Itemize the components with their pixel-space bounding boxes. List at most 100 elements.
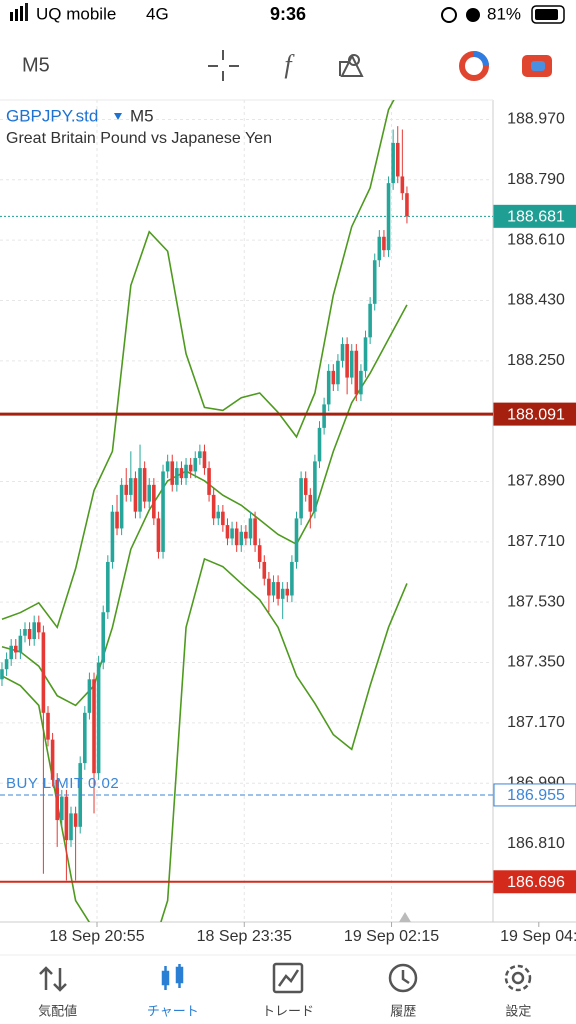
crosshair-button[interactable] xyxy=(208,50,239,81)
price-label-box xyxy=(493,204,576,228)
candle-body xyxy=(0,669,4,680)
candle-body xyxy=(129,478,133,495)
quotes-icon xyxy=(39,966,67,992)
candle-body xyxy=(156,518,161,552)
candle-body xyxy=(41,632,46,713)
plot-area xyxy=(0,100,409,922)
y-tick-label: 187.530 xyxy=(507,593,565,610)
carrier: UQ mobile xyxy=(36,4,116,23)
candle-body xyxy=(345,344,349,378)
candle-body xyxy=(193,458,198,472)
x-tick-label: 18 Sep 20:55 xyxy=(49,928,144,945)
candle-body xyxy=(92,679,96,774)
clock: 9:36 xyxy=(270,4,306,24)
nav-label[interactable]: 気配値 xyxy=(38,1003,77,1018)
y-tick-label: 187.710 xyxy=(507,533,565,550)
candle-body xyxy=(73,813,78,827)
candle-body xyxy=(340,344,345,361)
nav-label[interactable]: チャート xyxy=(147,1003,199,1018)
lock-icon xyxy=(441,7,457,23)
candle-body xyxy=(4,659,9,670)
candle-body xyxy=(9,645,13,660)
candle-body xyxy=(64,796,69,841)
price-label: 188.091 xyxy=(507,406,565,423)
candle-body xyxy=(372,260,377,304)
candle-body xyxy=(377,236,382,261)
candle-body xyxy=(211,494,216,519)
candle-body xyxy=(27,629,32,640)
candle-body xyxy=(267,578,271,596)
candle-body xyxy=(239,531,244,546)
candle-body xyxy=(142,468,147,502)
candle-body xyxy=(55,779,60,821)
candle-body xyxy=(225,525,230,539)
candle-body xyxy=(400,176,405,194)
candle-body xyxy=(280,588,285,599)
candle-body xyxy=(165,461,170,472)
nav-icons xyxy=(39,962,532,994)
timeframe-button[interactable]: M5 xyxy=(22,54,50,76)
candle-body xyxy=(36,622,41,633)
symbol[interactable]: GBPJPY.std xyxy=(6,106,98,125)
indicators-button[interactable]: f xyxy=(284,50,295,79)
candle-body xyxy=(294,518,299,562)
candle-body xyxy=(262,561,267,579)
candle-body xyxy=(303,478,308,495)
nav-label[interactable]: 設定 xyxy=(505,1003,531,1018)
candle-body xyxy=(326,370,331,405)
candle-body xyxy=(313,461,317,512)
candle-body xyxy=(253,518,257,546)
candle-body xyxy=(276,582,280,599)
band-line xyxy=(1,557,408,922)
candle-body xyxy=(248,518,253,539)
candle-body xyxy=(152,484,156,519)
status-bar: UQ mobile 4G 9:36 81% xyxy=(10,3,565,24)
candle-body xyxy=(175,468,179,485)
candle-body xyxy=(202,451,207,469)
x-tick-label: 18 Sep 23:35 xyxy=(197,928,292,945)
x-tick-label: 19 Sep 02:15 xyxy=(344,928,439,945)
bottom-nav: 気配値 チャート トレード 履歴 設定 xyxy=(0,954,576,1018)
candle-body xyxy=(83,712,87,764)
candle-body xyxy=(106,561,110,613)
candle-body xyxy=(13,645,18,653)
candle-body xyxy=(405,193,409,217)
objects-button[interactable] xyxy=(339,53,364,77)
candle-body xyxy=(207,468,211,495)
candle-body xyxy=(395,142,400,177)
nav-label[interactable]: トレード xyxy=(262,1003,314,1018)
nav-label[interactable]: 履歴 xyxy=(390,1003,416,1018)
candle-body xyxy=(368,303,372,338)
candle-body xyxy=(60,796,64,821)
y-tick-label: 188.790 xyxy=(507,171,565,188)
candle-body xyxy=(230,528,234,539)
candle-body xyxy=(184,464,188,479)
price-label-box xyxy=(493,402,576,426)
candle-body xyxy=(216,511,221,519)
symbol-dropdown[interactable] xyxy=(114,113,122,120)
candle-body xyxy=(336,360,340,385)
candle-body xyxy=(317,427,322,462)
candle-body xyxy=(391,142,395,184)
candle-body xyxy=(244,531,248,539)
candle-body xyxy=(50,739,55,780)
candle-body xyxy=(198,451,202,459)
candle-body xyxy=(96,662,101,774)
toolbar: M5 f xyxy=(22,50,552,81)
candle-body xyxy=(119,484,124,529)
candle-body xyxy=(285,588,290,596)
price-label: 186.696 xyxy=(507,874,565,891)
candle-body xyxy=(299,478,303,519)
candle-body xyxy=(359,370,363,395)
price-label-box xyxy=(493,870,576,894)
candle-body xyxy=(331,370,336,385)
chart-icon xyxy=(161,964,184,990)
candle-body xyxy=(23,629,27,636)
y-tick-label: 187.890 xyxy=(507,473,565,490)
candle-body xyxy=(87,679,92,713)
chart xyxy=(0,99,576,923)
candle-body xyxy=(18,635,23,653)
candle-body xyxy=(138,468,142,512)
signal-icon xyxy=(10,12,13,21)
